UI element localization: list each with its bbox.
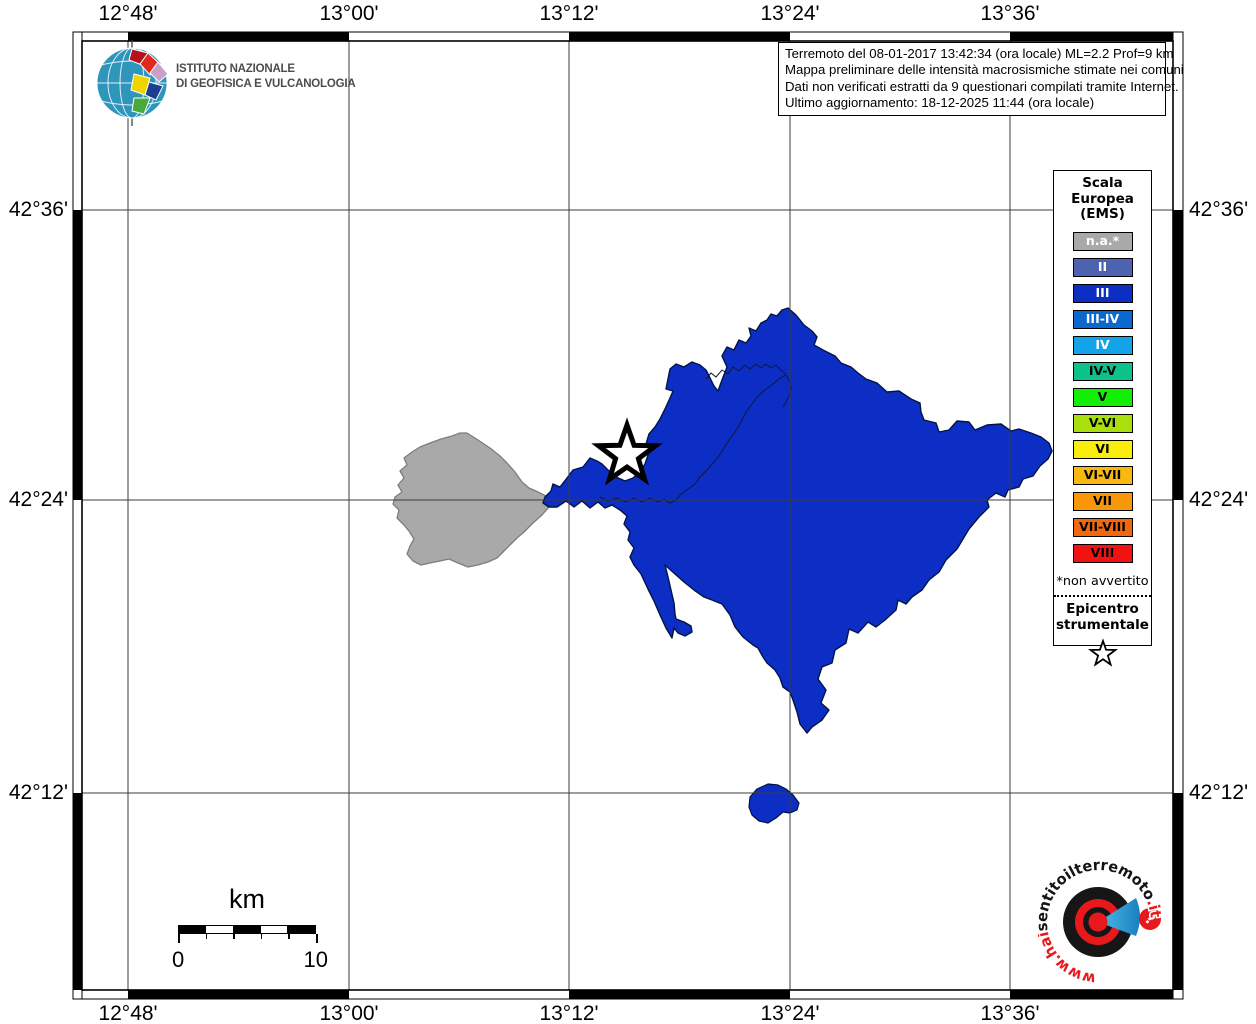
frame-band-segment bbox=[128, 32, 349, 41]
scale-segment bbox=[205, 925, 234, 934]
frame-band-segment bbox=[569, 990, 790, 999]
scale-labels: 0 10 bbox=[172, 947, 328, 972]
scale-tick bbox=[288, 934, 290, 939]
megaphone-icon bbox=[1098, 898, 1140, 936]
scale-tick bbox=[260, 934, 263, 939]
intensity-legend: Scala Europea (EMS) n.a.* II III III-IV IV IV… bbox=[1053, 170, 1152, 667]
legend-title-line: Europea bbox=[1071, 190, 1134, 207]
legend-epicenter-line: Epicentro bbox=[1066, 600, 1139, 617]
region-intensity-iii-main bbox=[542, 307, 1053, 734]
legend-item-na: n.a.* bbox=[1072, 231, 1133, 251]
frame-band-segment bbox=[1173, 210, 1183, 500]
info-line-updated: Ultimo aggiornamento: 18-12-2025 11:44 (… bbox=[785, 94, 1095, 110]
ingv-name-line1: ISTITUTO NAZIONALE bbox=[176, 63, 295, 75]
frame-outer-border bbox=[72, 31, 1184, 1000]
legend-item-iv: IV bbox=[1072, 335, 1133, 355]
municipal-boundary bbox=[599, 374, 792, 504]
map-scale-bar: km 0 10 bbox=[172, 884, 328, 972]
ingv-name-line2: DI GEOFISICA E VULCANOLOGIA bbox=[176, 77, 356, 90]
scale-segment bbox=[287, 925, 316, 934]
legend-item-vvi: V-VI bbox=[1072, 413, 1133, 433]
question-badge bbox=[1139, 908, 1161, 930]
scale-bar bbox=[178, 925, 318, 943]
frame-band-segment bbox=[73, 793, 82, 990]
legend-item-iii: III bbox=[1072, 283, 1133, 303]
frame-band-segment bbox=[1010, 990, 1173, 999]
scale-start-label: 0 bbox=[172, 947, 185, 972]
legend-item-vi: VI bbox=[1072, 439, 1133, 459]
ingv-name: ISTITUTO NAZIONALE DI GEOFISICA E VULCAN… bbox=[176, 62, 356, 91]
scale-tick bbox=[205, 934, 208, 939]
info-line-questionnaires: Dati non verificati estratti da 9 questi… bbox=[785, 78, 1179, 94]
scale-tick bbox=[233, 934, 235, 939]
region-intensity-iii-small bbox=[748, 783, 800, 824]
scale-end-label: 10 bbox=[303, 947, 328, 972]
legend-epicenter-line: strumentale bbox=[1056, 617, 1149, 633]
bullseye-center bbox=[1088, 912, 1108, 932]
legend-item-ii: II bbox=[1072, 257, 1133, 277]
ingv-logo: ISTITUTO NAZIONALE DI GEOFISICA E VULCAN… bbox=[92, 40, 392, 126]
ingv-globe-icon bbox=[96, 40, 169, 126]
epicenter-star-icon bbox=[1087, 637, 1118, 667]
legend-item-v: V bbox=[1072, 387, 1133, 407]
scale-segment bbox=[178, 925, 207, 934]
legend-title-line: Scala bbox=[1082, 175, 1123, 191]
frame-band-segment bbox=[1173, 793, 1183, 990]
frame-band-segment bbox=[1010, 32, 1173, 41]
frame-band-segment bbox=[128, 990, 349, 999]
scale-unit-label: km bbox=[229, 884, 265, 914]
earthquake-info-box: Terremoto del 08-01-2017 13:42:34 (ora l… bbox=[778, 42, 1184, 117]
epicenter-star bbox=[591, 417, 663, 486]
info-line-map-type: Mappa preliminare delle intensità macros… bbox=[785, 62, 1184, 78]
legend-divider bbox=[1054, 594, 1151, 597]
legend-title-line: (EMS) bbox=[1080, 206, 1125, 222]
scale-segment bbox=[260, 925, 289, 934]
scale-segment bbox=[232, 925, 262, 934]
scale-tick bbox=[178, 934, 180, 943]
haisentitoilterremoto-logo: ? www.haisentitoilterremoto.it bbox=[1038, 858, 1166, 988]
scale-tick bbox=[316, 934, 318, 943]
municipal-boundary bbox=[705, 363, 787, 380]
legend-epicenter-title: Epicentro strumentale bbox=[1054, 601, 1151, 634]
frame-band-segment bbox=[73, 210, 82, 500]
epicenter-star-glyph bbox=[1087, 637, 1118, 667]
legend-items: n.a.* II III III-IV IV IV-V V V-VI VI VI-VII VII VI… bbox=[1054, 231, 1151, 563]
legend-item-viiviii: VII-VIII bbox=[1072, 517, 1133, 537]
legend-item-ivv: IV-V bbox=[1072, 361, 1133, 381]
info-line-event: Terremoto del 08-01-2017 13:42:34 (ora l… bbox=[785, 46, 1174, 61]
legend-item-iiiiv: III-IV bbox=[1072, 309, 1133, 329]
legend-item-vii: VII bbox=[1072, 491, 1133, 511]
legend-item-vivii: VI-VII bbox=[1072, 465, 1133, 485]
map-border bbox=[81, 40, 1174, 991]
frame-band-segment bbox=[569, 32, 790, 41]
legend-footnote: *non avvertito bbox=[1056, 573, 1149, 589]
legend-title: Scala Europea (EMS) bbox=[1054, 175, 1151, 223]
legend-item-viii: VIII bbox=[1072, 543, 1133, 563]
